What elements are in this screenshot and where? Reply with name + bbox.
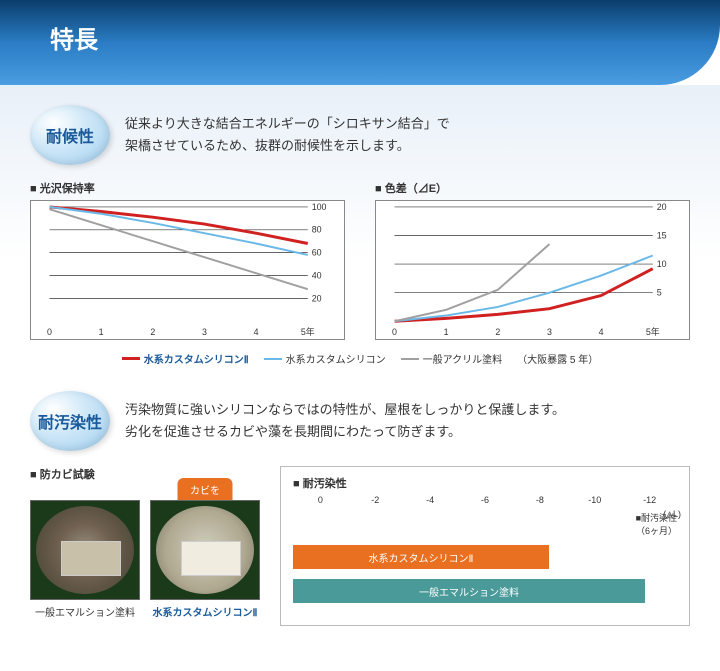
legend-item: 水系カスタムシリコンⅡ (122, 351, 249, 366)
bar-title: ■ 耐汚染性 (293, 475, 677, 491)
svg-text:15: 15 (657, 230, 667, 240)
legend-line (401, 358, 419, 360)
petri-photo (150, 500, 260, 600)
axis-tick: 0 (293, 495, 348, 505)
svg-text:2: 2 (150, 327, 155, 337)
photo-label: 水系カスタムシリコンⅡ (150, 604, 260, 619)
svg-text:60: 60 (312, 248, 322, 258)
svg-text:4: 4 (599, 327, 604, 337)
badge-stain: 耐汚染性 (30, 391, 110, 451)
bar-note: ■耐汚染性 （6ヶ月） (293, 511, 677, 537)
svg-text:0: 0 (47, 327, 52, 337)
legend: 水系カスタムシリコンⅡ 水系カスタムシリコン 一般アクリル塗料 （大阪暴露 5 年） (30, 351, 690, 366)
svg-text:80: 80 (312, 225, 322, 235)
legend-label: 水系カスタムシリコン (286, 351, 386, 366)
photo-cell: 一般エマルション塗料 (30, 500, 140, 619)
bar-chart: ■ 耐汚染性 0-2-4-6-8-10-12 (△L) ■耐汚染性 （6ヶ月） 水… (280, 466, 690, 626)
legend-line (264, 358, 282, 360)
legend-note: （大阪暴露 5 年） (517, 351, 598, 366)
svg-text:5年: 5年 (301, 326, 315, 337)
axis-tick: -2 (348, 495, 403, 505)
legend-item: 一般アクリル塗料 (401, 351, 503, 366)
svg-text:3: 3 (202, 327, 207, 337)
svg-text:1: 1 (444, 327, 449, 337)
section-desc: 従来より大きな結合エネルギーの「シロキサン結合」で 架橋させているため、抜群の耐… (125, 105, 450, 157)
page-header: 特長 (0, 0, 720, 85)
section-desc: 汚染物質に強いシリコンならではの特性が、屋根をしっかりと保護します。 劣化を促進… (125, 391, 565, 443)
chart-title: ■ 色差（⊿E） (375, 180, 690, 196)
axis-tick: -10 (567, 495, 622, 505)
axis-unit: (△L) (663, 509, 681, 520)
chart-gloss-svg: 20 40 60 80 100 0 1 2 3 4 5年 (30, 200, 345, 340)
svg-text:0: 0 (392, 327, 397, 337)
svg-text:5: 5 (657, 288, 662, 298)
chart-title: ■ 光沢保持率 (30, 180, 345, 196)
legend-label: 一般アクリル塗料 (423, 351, 503, 366)
chart-gloss: ■ 光沢保持率 20 40 60 80 100 0 1 2 3 4 5年 (30, 180, 345, 343)
section-head: 耐汚染性 汚染物質に強いシリコンならではの特性が、屋根をしっかりと保護します。 … (30, 391, 690, 451)
photo-group: ■ 防カビ試験 一般エマルション塗料カビを よせつけません水系カスタムシリコンⅡ (30, 466, 260, 619)
photo-cell: カビを よせつけません水系カスタムシリコンⅡ (150, 500, 260, 619)
svg-text:10: 10 (657, 259, 667, 269)
section-stain: 耐汚染性 汚染物質に強いシリコンならではの特性が、屋根をしっかりと保護します。 … (30, 391, 690, 626)
section-weather: 耐候性 従来より大きな結合エネルギーの「シロキサン結合」で 架橋させているため、… (30, 105, 690, 366)
bar-row: 一般エマルション塗料 (293, 579, 677, 603)
svg-text:3: 3 (547, 327, 552, 337)
photos-row: ■ 防カビ試験 一般エマルション塗料カビを よせつけません水系カスタムシリコンⅡ… (30, 466, 690, 626)
svg-text:2: 2 (495, 327, 500, 337)
bar: 水系カスタムシリコンⅡ (293, 545, 549, 569)
badge-weather: 耐候性 (30, 105, 110, 165)
axis-tick: -6 (458, 495, 513, 505)
content: 耐候性 従来より大きな結合エネルギーの「シロキサン結合」で 架橋させているため、… (0, 85, 720, 671)
svg-text:20: 20 (657, 202, 667, 212)
svg-text:5年: 5年 (646, 326, 660, 337)
chart-color-svg: 5 10 15 20 0 1 2 3 4 5年 (375, 200, 690, 340)
section-head: 耐候性 従来より大きな結合エネルギーの「シロキサン結合」で 架橋させているため、… (30, 105, 690, 165)
page-title: 特長 (50, 27, 98, 54)
chart-color: ■ 色差（⊿E） 5 10 15 20 0 1 2 3 4 5年 (375, 180, 690, 343)
svg-text:1: 1 (99, 327, 104, 337)
bar-row: 水系カスタムシリコンⅡ (293, 545, 677, 569)
svg-text:4: 4 (254, 327, 259, 337)
svg-text:40: 40 (312, 270, 322, 280)
legend-line (122, 357, 140, 360)
bar-axis: 0-2-4-6-8-10-12(△L) (293, 495, 677, 505)
svg-text:20: 20 (312, 293, 322, 303)
axis-tick: -4 (403, 495, 458, 505)
axis-tick: -12 (622, 495, 677, 505)
legend-label: 水系カスタムシリコンⅡ (144, 351, 249, 366)
photo-label: 一般エマルション塗料 (30, 604, 140, 619)
charts-row: ■ 光沢保持率 20406080100012345年 ■ 色差（⊿E） 5101… (30, 180, 690, 343)
svg-text:100: 100 (312, 202, 327, 212)
bar: 一般エマルション塗料 (293, 579, 645, 603)
petri-photo (30, 500, 140, 600)
photo-wrap: 一般エマルション塗料カビを よせつけません水系カスタムシリコンⅡ (30, 500, 260, 619)
legend-item: 水系カスタムシリコン (264, 351, 386, 366)
axis-tick: -8 (512, 495, 567, 505)
bars: 水系カスタムシリコンⅡ 一般エマルション塗料 (293, 545, 677, 603)
